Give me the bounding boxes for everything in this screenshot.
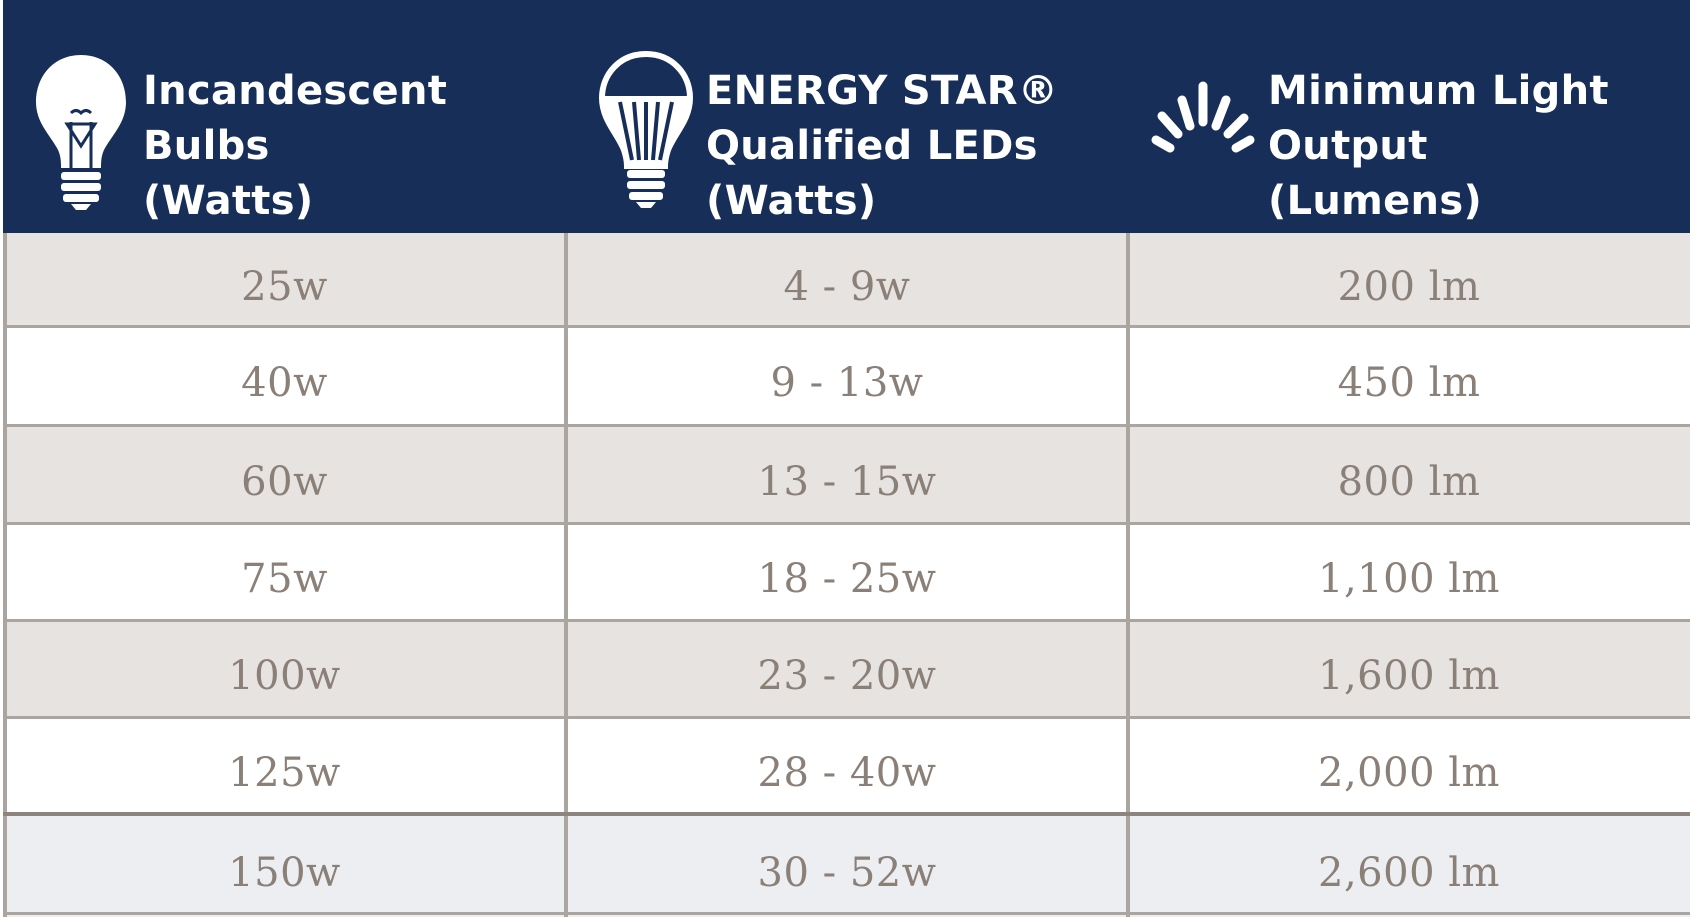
grid-line [3,424,1690,427]
incandescent-watts-cell: 75w [241,555,328,602]
led-watts-cell: 18 - 25w [757,555,937,602]
incandescent-watts-cell: 40w [241,360,328,406]
light-rays-icon [1148,78,1258,163]
grid-line [3,619,1690,622]
table-row: 125w 28 - 40w 2,000 lm [3,717,1690,814]
led-watts-cell: 9 - 13w [770,360,924,406]
header-light-output: Minimum Light Output (Lumens) [1128,0,1690,233]
header-line: Bulbs [143,123,270,169]
incandescent-watts-cell: 125w [228,749,341,796]
led-watts-cell: 30 - 52w [757,849,937,896]
table-row: 150w 30 - 52w 2,600 lm [3,814,1690,917]
header-line: (Lumens) [1268,178,1483,224]
header-line: (Watts) [143,178,314,224]
header-line: Output [1268,123,1428,169]
incandescent-watts-cell: 100w [228,652,341,699]
grid-line [3,522,1690,525]
grid-line [3,325,1690,328]
grid-line [3,912,1690,915]
table-row: 60w 13 - 15w 800 lm [3,426,1690,523]
grid-line [564,233,568,917]
led-watts-cell: 28 - 40w [757,749,937,796]
header-led-label: ENERGY STAR® Qualified LEDs (Watts) [706,64,1058,229]
header-incandescent-label: Incandescent Bulbs (Watts) [143,64,447,229]
header-line: Qualified LEDs [706,123,1038,169]
grid-line [3,716,1690,719]
incandescent-watts-cell: 60w [241,458,328,505]
lumens-cell: 200 lm [1337,263,1481,310]
lighting-comparison-table: Incandescent Bulbs (Watts) [3,0,1690,917]
table-row: 75w 18 - 25w 1,100 lm [3,523,1690,620]
table-body: 25w 4 - 9w 200 lm 40w 9 - 13w 450 lm 60w… [3,233,1690,917]
grid-line [3,233,7,917]
led-bulb-icon [596,48,696,213]
grid-line [1126,233,1130,917]
header-line: Minimum Light [1268,68,1609,114]
header-line: ENERGY STAR® [706,68,1059,114]
table-row: 100w 23 - 20w 1,600 lm [3,620,1690,717]
grid-line [3,812,1690,816]
incandescent-watts-cell: 150w [228,849,341,896]
lumens-cell: 1,600 lm [1318,652,1500,699]
incandescent-watts-cell: 25w [241,263,328,310]
table-header: Incandescent Bulbs (Watts) [3,0,1690,233]
header-energy-star-led: ENERGY STAR® Qualified LEDs (Watts) [566,0,1128,233]
table-row: 25w 4 - 9w 200 lm [3,233,1690,326]
led-watts-cell: 4 - 9w [783,263,911,310]
header-line: (Watts) [706,178,877,224]
led-watts-cell: 13 - 15w [757,458,937,505]
incandescent-bulb-icon [31,50,131,215]
lumens-cell: 2,600 lm [1318,849,1500,896]
header-line: Incandescent [143,68,448,114]
header-incandescent: Incandescent Bulbs (Watts) [3,0,566,233]
lumens-cell: 1,100 lm [1318,555,1500,602]
lumens-cell: 2,000 lm [1318,749,1500,796]
header-light-output-label: Minimum Light Output (Lumens) [1268,64,1609,229]
lumens-cell: 800 lm [1337,458,1481,505]
lumens-cell: 450 lm [1337,360,1481,406]
led-watts-cell: 23 - 20w [757,652,937,699]
table-row: 40w 9 - 13w 450 lm [3,326,1690,426]
